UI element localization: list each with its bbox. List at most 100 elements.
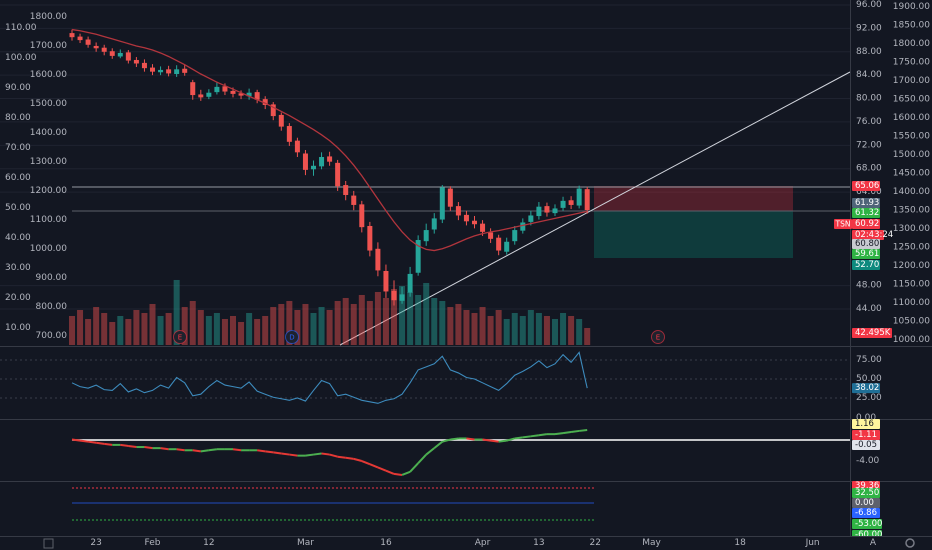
macd-segment	[265, 450, 274, 454]
volume-bar	[101, 312, 108, 345]
short-zone	[594, 186, 793, 211]
candle-body	[206, 92, 212, 97]
macd-segment	[337, 455, 346, 459]
price-tag	[852, 230, 884, 240]
candle-body	[335, 162, 341, 187]
volume-bar	[197, 309, 204, 345]
candle-body	[109, 51, 115, 56]
y-tick-label: 1450.00	[893, 168, 930, 178]
macd-segment	[409, 462, 419, 473]
price-tag	[852, 519, 882, 529]
y-tick-label: 1500.00	[893, 150, 930, 160]
macd-segment	[450, 437, 459, 441]
candle-body	[238, 93, 244, 96]
auto-scale-button[interactable]: A	[870, 538, 877, 548]
macd-segment	[490, 439, 499, 443]
symbol-tag	[834, 219, 852, 229]
candle-body	[214, 86, 220, 93]
volume-bar	[270, 306, 277, 345]
candle-body	[254, 92, 260, 100]
y-tick-label: 1600.00	[893, 113, 930, 123]
volume-bar	[391, 288, 397, 345]
candle-body	[270, 104, 276, 117]
goto-icon[interactable]	[43, 538, 54, 549]
candle-body	[496, 237, 502, 251]
event-marker[interactable]	[651, 330, 665, 344]
volume-bar	[479, 306, 486, 345]
candle-body	[552, 208, 558, 214]
y-tick-label: 1600.00	[30, 70, 67, 80]
volume-bar	[407, 291, 414, 345]
price-tag	[852, 239, 880, 249]
macd-segment	[353, 457, 363, 462]
macd-segment	[305, 453, 314, 457]
volume-bar	[342, 297, 349, 345]
volume-bar	[584, 327, 591, 345]
candle-body	[230, 90, 236, 94]
macd-segment	[273, 451, 282, 455]
y-tick-label: 1000.00	[893, 335, 930, 345]
macd-segment	[313, 452, 322, 456]
macd-segment	[232, 448, 242, 452]
candle-body	[262, 99, 268, 105]
volume-bar	[503, 318, 510, 345]
candle-body	[472, 220, 477, 225]
candle-body	[150, 67, 155, 72]
price-tag-label: -53.00	[855, 519, 882, 529]
y-tick-label: 1200.00	[893, 261, 930, 271]
candles	[69, 29, 590, 306]
price-tag-label: 0.00	[855, 498, 874, 508]
volume-bar	[519, 315, 526, 345]
macd-segment	[144, 446, 153, 450]
volume-bar	[576, 318, 583, 345]
candle-body	[367, 225, 373, 251]
macd-segment	[257, 449, 266, 453]
macd-segment	[200, 449, 209, 453]
volume-bar	[181, 306, 188, 345]
volume-bar	[447, 306, 454, 345]
y-tick-label: 80.00	[5, 113, 31, 123]
price-tag-label: 32.50	[855, 488, 879, 498]
event-marker[interactable]	[173, 330, 187, 344]
candle-body	[399, 294, 405, 301]
marks-layer	[69, 28, 591, 476]
candle-body	[69, 33, 75, 38]
x-tick-label: 16	[380, 538, 392, 548]
macd-segment	[128, 444, 137, 449]
candle-body	[278, 114, 284, 127]
y-tick-label: 25.00	[856, 393, 882, 403]
candle-body	[383, 270, 389, 292]
price-tag-label: 61.93	[855, 198, 879, 208]
macd-segment	[401, 470, 411, 476]
volume-bar	[77, 309, 84, 345]
y-tick-label: 1850.00	[893, 20, 930, 30]
price-tag-label: 60.80	[855, 239, 879, 249]
price-tag	[852, 508, 880, 518]
x-tick-label: Feb	[145, 538, 161, 548]
volume-bar	[238, 321, 245, 345]
x-tick-label: 12	[203, 538, 214, 548]
y-tick-label: 64.00	[856, 187, 882, 197]
volume-bar	[487, 315, 494, 345]
y-tick-label: 90.00	[5, 83, 31, 93]
candle-body	[584, 189, 590, 211]
settings-icon[interactable]	[905, 538, 915, 548]
labels-layer: 44.00 48.00 64.00 68.00 72.00 76.00 80.00 84.00…	[5, 0, 930, 540]
y-tick-label: 100.00	[5, 53, 37, 63]
macd-segment	[466, 437, 475, 441]
y-tick-label: 92.00	[856, 23, 882, 33]
macd-segment	[369, 463, 379, 469]
y-tick-label: 84.00	[856, 70, 882, 80]
x-axis-background	[0, 536, 932, 550]
candle-body	[407, 273, 413, 293]
macd-segment	[579, 428, 588, 432]
y-tick-label: 1100.00	[30, 215, 67, 225]
volume-bar	[205, 315, 212, 345]
event-marker-label: E	[656, 334, 660, 342]
y-tick-label: 1400.00	[30, 128, 67, 138]
candle-body	[351, 195, 357, 205]
moving-average	[71, 28, 588, 252]
x-tick-label: Jun	[805, 538, 820, 548]
event-marker[interactable]	[285, 330, 299, 344]
